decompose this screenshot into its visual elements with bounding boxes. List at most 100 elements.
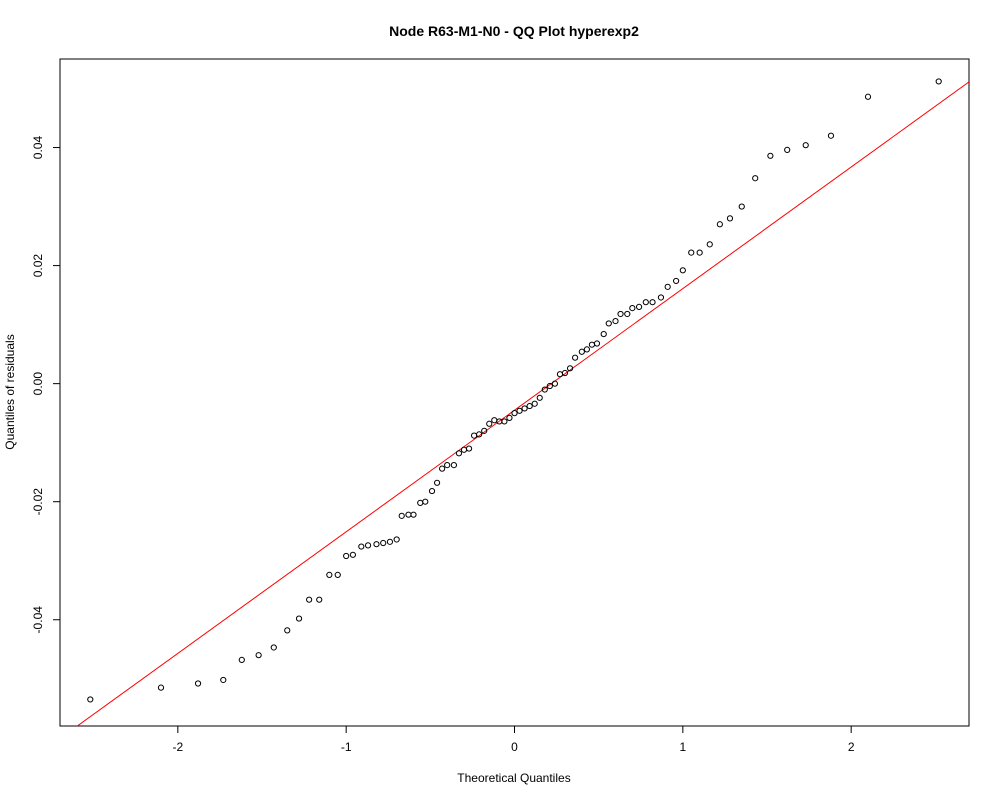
data-point [386,538,394,545]
data-point [316,596,323,603]
data-point [588,341,596,348]
y-tick-label: 0.00 [31,372,45,396]
y-tick-label: 0.02 [31,254,45,278]
data-point [738,203,745,210]
data-point [460,446,468,453]
data-point [696,249,703,256]
data-point [629,304,636,312]
data-point [617,310,624,318]
y-tick-label: -0.02 [31,488,45,516]
data-point [194,680,202,687]
data-point [284,627,291,634]
data-point [593,340,601,347]
data-point [673,277,680,285]
data-point [566,365,574,372]
data-point [491,417,498,424]
data-point [444,462,451,469]
data-point [343,552,350,560]
data-point [422,498,429,505]
data-point [578,348,585,355]
data-point [649,299,656,306]
data-point [600,330,607,338]
data-point [405,511,412,518]
data-point [521,405,528,412]
data-point [410,511,417,518]
data-point [635,303,643,311]
data-point [726,215,734,222]
data-point [657,294,665,301]
data-point [706,241,713,248]
data-point [471,432,478,439]
data-point [439,465,446,472]
y-axis-label: Quantiles of residuals [3,334,17,449]
x-axis-label: Theoretical Quantiles [457,771,570,785]
data-point [334,571,341,578]
data-point [536,394,543,401]
data-point [605,320,612,327]
data-point [935,78,942,85]
data-point [465,445,473,452]
data-point [295,615,303,622]
data-point [455,450,463,457]
data-point [349,551,356,558]
data-point [767,152,774,159]
data-point [433,479,441,486]
x-tick-label: 0 [511,740,518,754]
data-point [326,571,333,578]
data-point [526,402,533,410]
data-point [624,310,631,318]
data-point [486,420,493,427]
data-point [393,536,400,543]
data-point [679,267,686,274]
x-tick-label: 1 [679,740,686,754]
data-point [380,539,387,547]
data-point [306,596,313,603]
data-point [642,299,649,306]
data-point [664,283,671,290]
data-point [398,512,405,519]
data-point [506,414,513,421]
chart-title: Node R63-M1-N0 - QQ Plot hyperexp2 [389,23,639,39]
data-point [531,400,538,407]
data-point [688,249,695,256]
data-point [87,696,94,703]
data-point [716,221,723,228]
data-point [612,317,619,325]
data-point [255,652,262,659]
x-tick-label: -2 [172,740,183,754]
data-point [270,644,277,651]
data-point [364,542,372,549]
data-point [511,410,518,417]
data-point [501,418,508,425]
data-point [358,543,365,550]
data-point [551,380,559,387]
data-point [546,382,553,390]
data-point [864,93,872,100]
data-point [481,427,488,434]
data-point [572,354,579,361]
y-tick-label: -0.04 [31,606,45,634]
data-point [220,676,227,684]
plot-area: -2 -1 0 1 2 -0.04 -0.02 0.00 0.02 0.04 [31,58,970,754]
x-tick-label: -1 [341,740,352,754]
data-point [476,431,483,438]
data-point [556,371,564,378]
data-point [450,462,457,469]
data-point [583,346,590,353]
data-point [428,487,436,495]
data-point [541,386,548,393]
data-point [752,175,759,182]
x-tick-label: 2 [848,740,855,754]
data-point [516,407,523,414]
data-point [373,541,380,548]
data-point [157,684,165,691]
data-point [784,146,791,154]
data-point [417,499,424,506]
data-point [561,369,569,377]
data-point [802,142,809,149]
plot-frame [59,58,970,727]
data-point [827,132,835,139]
y-tick-label: 0.04 [31,136,45,160]
